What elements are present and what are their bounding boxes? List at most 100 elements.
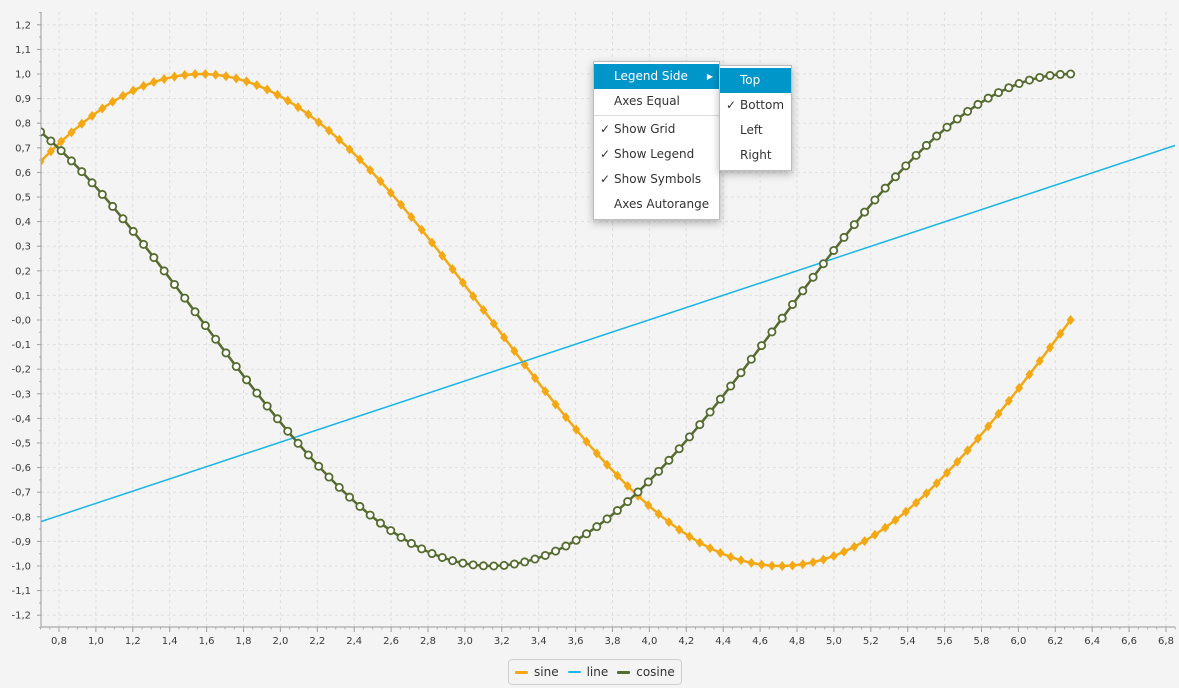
y-tick-label: -0,9 [11, 537, 31, 548]
submenu-item-bottom[interactable]: ✓ Bottom [720, 93, 791, 118]
submenu-item-right[interactable]: Right [720, 143, 791, 168]
x-tick-label: 4,8 [789, 636, 805, 647]
series-layer [41, 69, 1175, 571]
data-point-cosine [211, 334, 221, 344]
menu-item-show-symbols-label: Show Symbols [614, 172, 702, 186]
data-point-cosine [623, 497, 633, 507]
x-tick-label: 1,8 [236, 636, 252, 647]
x-tick-label: 3,0 [457, 636, 473, 647]
data-point-cosine [798, 286, 808, 296]
data-point-cosine [963, 106, 973, 116]
data-point-cosine [314, 461, 324, 471]
data-point-cosine [829, 245, 839, 255]
x-tick-label: 1,4 [162, 636, 178, 647]
data-point-cosine [1066, 69, 1076, 79]
data-point-cosine [200, 321, 210, 331]
series-cosine [41, 69, 1076, 571]
x-tick-label: 5,6 [937, 636, 953, 647]
data-point-sine [1056, 328, 1065, 339]
submenu-item-top[interactable]: Top [720, 68, 791, 93]
data-point-sine [438, 250, 447, 261]
menu-item-legend-side[interactable]: Legend Side ▶ [594, 64, 719, 89]
submenu-item-left-label: Left [740, 123, 763, 137]
data-point-sine [901, 506, 910, 517]
data-point-sine [592, 448, 601, 459]
data-point-cosine [849, 220, 859, 230]
data-point-cosine [478, 561, 488, 571]
submenu-arrow-icon: ▶ [706, 72, 713, 81]
data-point-sine [448, 264, 457, 275]
data-point-cosine [746, 354, 756, 364]
data-point-sine [88, 110, 97, 121]
data-point-cosine [643, 477, 653, 487]
data-point-sine [603, 459, 612, 470]
data-point-cosine [149, 253, 159, 263]
y-tick-label: 0,4 [15, 217, 31, 228]
data-point-sine [798, 559, 807, 570]
data-point-cosine [777, 313, 787, 323]
data-point-sine [211, 69, 220, 80]
menu-item-axes-equal[interactable]: Axes Equal [594, 89, 719, 114]
data-point-cosine [118, 214, 128, 224]
menu-item-show-symbols[interactable]: ✓ Show Symbols [594, 167, 719, 192]
menu-item-axes-autorange[interactable]: Axes Autorange [594, 192, 719, 217]
menu-item-show-legend[interactable]: ✓ Show Legend [594, 142, 719, 167]
legend-label-line: line [586, 665, 609, 679]
data-point-sine [129, 85, 138, 96]
data-point-sine [1015, 382, 1024, 393]
legend-item-cosine[interactable]: cosine [617, 665, 675, 679]
menu-item-axes-equal-label: Axes Equal [614, 94, 680, 108]
data-point-cosine [726, 381, 736, 391]
data-point-sine [757, 559, 766, 570]
data-point-cosine [932, 131, 942, 141]
data-point-cosine [499, 560, 509, 570]
data-point-sine [675, 524, 684, 535]
data-point-sine [881, 522, 890, 533]
data-point-cosine [221, 348, 231, 358]
x-tick-label: 2,6 [383, 636, 399, 647]
data-point-cosine [46, 136, 56, 146]
y-tick-label: -0,2 [11, 365, 31, 376]
legend-swatch-sine [515, 670, 528, 674]
menu-item-axes-autorange-label: Axes Autorange [614, 197, 710, 211]
data-point-sine [561, 412, 570, 423]
data-point-cosine [169, 279, 179, 289]
data-point-sine [572, 424, 581, 435]
data-point-cosine [654, 466, 664, 476]
data-point-sine [314, 117, 323, 128]
data-point-cosine [602, 514, 612, 524]
data-point-sine [252, 80, 261, 91]
submenu-item-left[interactable]: Left [720, 118, 791, 143]
data-point-sine [685, 531, 694, 542]
y-tick-label: 0,7 [15, 143, 31, 154]
data-point-sine [500, 332, 509, 343]
legend-item-sine[interactable]: sine [515, 665, 559, 679]
y-tick-label: 0,8 [15, 119, 31, 130]
data-point-cosine [540, 550, 550, 560]
data-point-cosine [551, 546, 561, 556]
menu-item-show-grid[interactable]: ✓ Show Grid [594, 117, 719, 142]
x-tick-label: 2,2 [309, 636, 325, 647]
data-point-cosine [664, 455, 674, 465]
data-point-sine [706, 543, 715, 554]
data-point-sine [912, 497, 921, 508]
data-point-sine [335, 134, 344, 145]
series-line [41, 144, 1175, 523]
data-point-cosine [345, 492, 355, 502]
y-tick-label: -0,1 [11, 340, 31, 351]
legend-item-line[interactable]: line [567, 665, 609, 679]
y-tick-label: 0,5 [15, 193, 31, 204]
x-tick-label: 6,4 [1084, 636, 1100, 647]
data-point-sine [932, 478, 941, 489]
data-point-sine [963, 445, 972, 456]
y-tick-label: 0,3 [15, 242, 31, 253]
data-point-cosine [108, 201, 118, 211]
data-point-cosine [1004, 83, 1014, 93]
data-point-sine [1066, 315, 1075, 326]
y-tick-label: -0,7 [11, 488, 31, 499]
data-point-cosine [1045, 71, 1055, 81]
data-point-cosine [468, 560, 478, 570]
data-point-cosine [581, 529, 591, 539]
data-point-sine [1046, 342, 1055, 353]
checkmark-icon: ✓ [600, 122, 611, 136]
